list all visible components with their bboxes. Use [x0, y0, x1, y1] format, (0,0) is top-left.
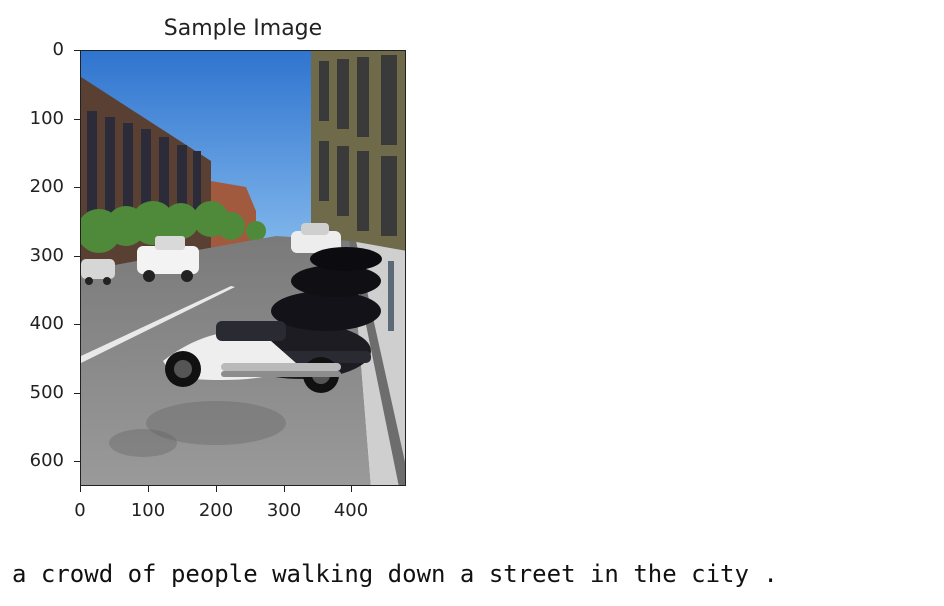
right-building-windows	[319, 55, 397, 236]
y-tick-mark-400	[74, 324, 80, 325]
x-tick-mark-0	[80, 486, 81, 492]
y-tick-label-200: 200	[29, 176, 64, 197]
lane-line	[81, 286, 235, 363]
road-stain	[146, 401, 286, 445]
y-tick-label-300: 300	[29, 245, 64, 266]
motorcycles-row	[163, 247, 382, 393]
x-tick-label-100: 100	[130, 500, 166, 521]
y-tick-mark-300	[74, 256, 80, 257]
y-tick-label-500: 500	[29, 382, 64, 403]
x-tick-label-300: 300	[266, 500, 302, 521]
y-tick-mark-600	[74, 461, 80, 462]
road-stain-2	[109, 429, 177, 457]
white-sedan	[291, 223, 341, 253]
trees	[81, 201, 266, 253]
x-tick-mark-400	[351, 486, 352, 492]
x-tick-mark-300	[284, 486, 285, 492]
x-tick-label-400: 400	[333, 500, 369, 521]
left-building-windows	[87, 111, 201, 231]
white-truck	[137, 236, 199, 282]
x-tick-mark-100	[148, 486, 149, 492]
y-tick-label-400: 400	[29, 313, 64, 334]
y-tick-mark-0	[74, 50, 80, 51]
x-tick-mark-200	[216, 486, 217, 492]
sample-image-panel	[80, 50, 406, 486]
street-photo	[81, 51, 405, 485]
caption-text: a crowd of people walking down a street …	[12, 560, 778, 588]
x-tick-label-200: 200	[198, 500, 234, 521]
small-car-left	[81, 259, 115, 285]
y-tick-label-0: 0	[52, 39, 64, 60]
sidewalk-post	[388, 261, 394, 331]
y-tick-mark-100	[74, 119, 80, 120]
y-tick-mark-500	[74, 393, 80, 394]
x-tick-label-0: 0	[74, 500, 86, 521]
y-tick-label-600: 600	[29, 450, 64, 471]
y-tick-mark-200	[74, 187, 80, 188]
y-tick-label-100: 100	[29, 108, 64, 129]
plot-title: Sample Image	[163, 16, 323, 41]
